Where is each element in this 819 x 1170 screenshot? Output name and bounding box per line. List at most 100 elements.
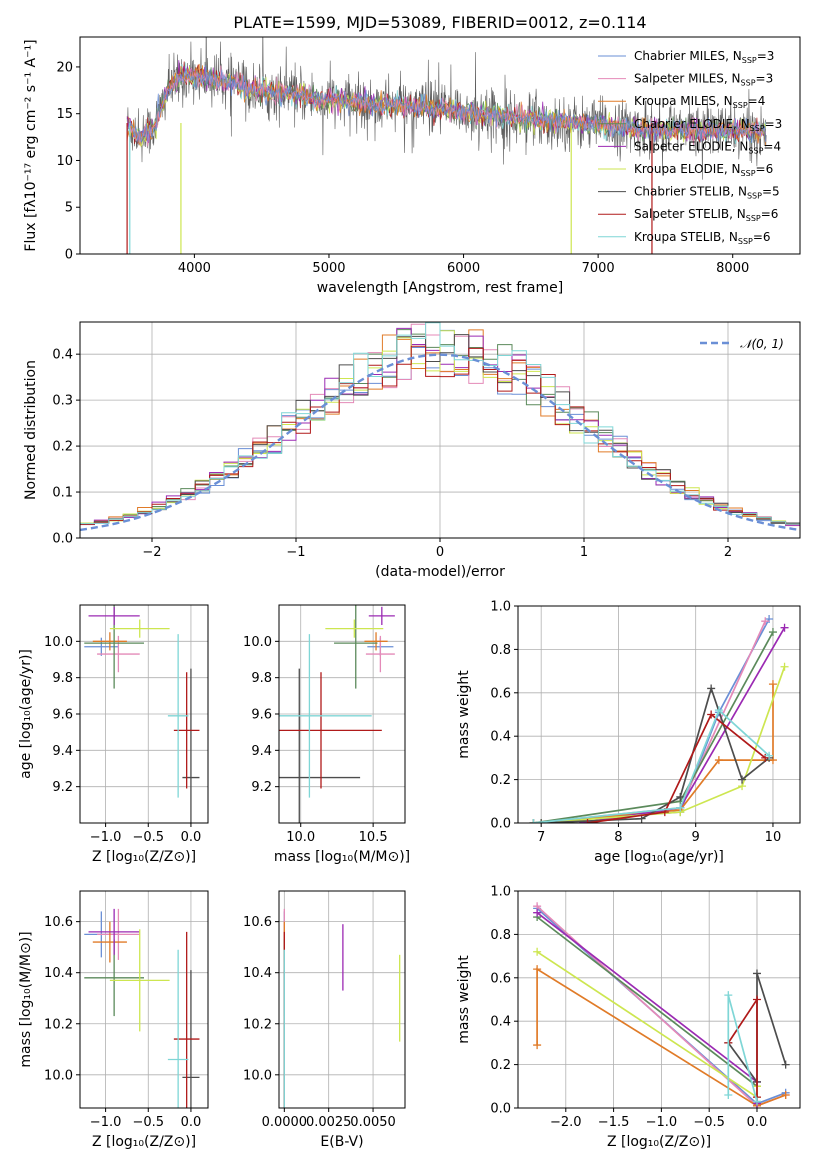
x-tick-label: 10.5 [359, 830, 388, 845]
y-tick-label: 10.0 [44, 635, 73, 650]
y-tick-label: 9.8 [52, 671, 73, 686]
legend-suffix: =4 [763, 139, 781, 153]
series-chabrier-elodie [529, 628, 777, 823]
legend-label: Kroupa STELIB, N [634, 230, 738, 244]
x-tick-label: 0.0025 [306, 1115, 352, 1130]
x-tick-label: 2 [724, 545, 732, 560]
errorbar-point-kroupa-miles [92, 921, 127, 963]
errorbar-point-chabrier-miles [84, 637, 119, 656]
axes-frame [517, 890, 801, 1109]
x-axis-label: age [log₁₀(age/yr)] [594, 849, 724, 865]
panel-residuals: −2 −1 0 1 2 0.0 0.1 0.2 0.3 0.4 (data-model)/error… [23, 321, 801, 580]
y-tick-label: 10.0 [44, 1068, 73, 1083]
x-tick-label: −1.0 [90, 830, 122, 845]
series-marker [780, 662, 789, 671]
y-tick-label: 10.0 [243, 635, 272, 650]
y-axis-label: Flux [fλ10⁻¹⁷ erg cm⁻² s⁻¹ A⁻¹] [23, 39, 39, 251]
gaussian-reference-curve [80, 353, 800, 532]
legend-entry-salpeter-elodie: Salpeter ELODIE, NSSP=4 [634, 139, 781, 155]
axes-frame [79, 321, 801, 539]
errorbar-point-kroupa-miles [92, 632, 127, 651]
legend-subscript: SSP [742, 56, 757, 65]
series-marker [724, 991, 733, 1000]
series-marker [707, 710, 716, 719]
legend-subscript: SSP [747, 192, 762, 201]
x-axis-label: (data-model)/error [375, 564, 505, 580]
y-tick-label: 9.6 [251, 708, 272, 723]
x-tick-label: −1.0 [646, 1115, 678, 1130]
plot-area [126, 37, 767, 254]
series-kroupa-elodie [533, 947, 761, 1102]
legend-suffix: =4 [748, 94, 766, 108]
series-line [587, 713, 766, 823]
series-marker [752, 995, 761, 1004]
y-tick-label: 9.4 [251, 744, 272, 759]
series-chabrier-stelib [537, 684, 774, 823]
y-tick-label: 15 [56, 107, 73, 122]
series-line [579, 627, 786, 823]
y-tick-label: 0.6 [490, 971, 511, 986]
legend-label: Kroupa MILES, N [634, 94, 733, 108]
x-tick-label: 0.0 [181, 1115, 202, 1130]
errorbar-point-kroupa-elodie [325, 619, 384, 638]
y-tick-label: 9.8 [251, 671, 272, 686]
plot-area [80, 891, 208, 1108]
plot-area [518, 891, 800, 1108]
x-tick-label: 8 [614, 830, 622, 845]
panel-mass_vs_Z: −1.0 −0.5 0.0 10.0 10.2 10.4 10.6 Z [log₁₀(Z/Z⊙… [18, 890, 209, 1150]
errorbar-point-kroupa-stelib [167, 634, 189, 798]
series-marker [714, 706, 723, 715]
plot-area [279, 605, 405, 823]
series-marker [537, 819, 546, 823]
errorbar-point-kroupa-elodie [109, 619, 170, 638]
legend-label: Kroupa ELODIE, N [634, 162, 741, 176]
series-marker [533, 965, 542, 974]
axes-frame [278, 890, 406, 1109]
series-marker [707, 684, 716, 693]
legend-subscript: SSP [741, 169, 756, 178]
errorbar-point-salpeter-elodie [88, 908, 140, 955]
series-marker [533, 947, 542, 956]
x-tick-label: 10.0 [286, 830, 315, 845]
axes-frame [79, 36, 801, 255]
y-tick-label: 0.4 [52, 348, 73, 363]
spectrum-line-salpeter-miles [126, 65, 766, 147]
x-tick-label: −0.5 [693, 1115, 725, 1130]
axes-frame [278, 604, 406, 824]
y-tick-label: 5 [65, 201, 73, 216]
x-tick-label: 4000 [178, 261, 211, 276]
legend-suffix: =6 [756, 162, 774, 176]
y-tick-label: 0.3 [52, 394, 73, 409]
errorbar-point-salpeter-stelib [279, 672, 382, 789]
y-tick-label: 10.6 [243, 915, 272, 930]
y-tick-label: 9.2 [52, 780, 73, 795]
axes-frame [79, 890, 209, 1109]
y-tick-label: 0.2 [490, 1058, 511, 1073]
legend-subscript: SSP [741, 79, 756, 88]
series-salpeter-stelib [583, 710, 770, 823]
y-tick-label: 9.6 [52, 708, 73, 723]
x-tick-label: 8000 [716, 261, 749, 276]
legend-label: Chabrier STELIB, N [634, 185, 747, 199]
series-marker [768, 628, 777, 637]
x-tick-label: 5000 [312, 261, 345, 276]
x-tick-label: 7000 [582, 261, 615, 276]
series-line [541, 685, 770, 823]
series-marker [780, 623, 789, 632]
y-tick-label: 0.2 [490, 773, 511, 788]
histogram-kroupa-elodie [80, 330, 800, 524]
y-tick-label: 10.4 [243, 966, 272, 981]
y-tick-label: 10.4 [44, 966, 73, 981]
legend-entry-chabrier-stelib: Chabrier STELIB, NSSP=5 [634, 185, 780, 201]
legend-label: Salpeter STELIB, N [634, 207, 746, 221]
legend-entry-kroupa-stelib: Kroupa STELIB, NSSP=6 [634, 230, 771, 246]
x-axis-label: E(B-V) [320, 1134, 363, 1150]
errorbar-point-chabrier-elodie [334, 605, 378, 689]
legend-entry-gaussian: 𝒩(0, 1) [740, 337, 784, 351]
y-tick-label: 10.2 [44, 1017, 73, 1032]
x-tick-label: −1.0 [90, 1115, 122, 1130]
panel-weight_vs_age: 7 8 9 10 0.0 0.2 0.4 0.6 0.8 1.0 age [log₁₀(age/yr… [456, 600, 801, 865]
